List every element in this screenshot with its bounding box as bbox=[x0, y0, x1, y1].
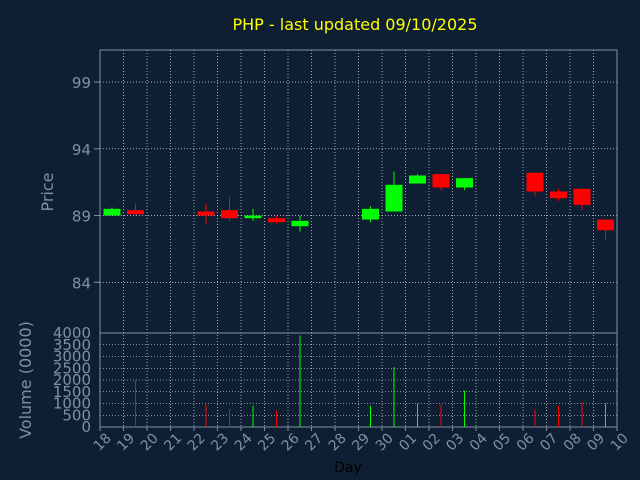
price-tick-label: 94 bbox=[72, 141, 91, 159]
candle-body bbox=[362, 208, 379, 220]
price-tick-label: 89 bbox=[72, 208, 91, 226]
candle-body bbox=[268, 218, 285, 223]
volume-tick-label: 4000 bbox=[53, 324, 91, 342]
volume-tick-label: 500 bbox=[62, 406, 91, 424]
candle-body bbox=[197, 211, 215, 216]
volume-tick-label: 3500 bbox=[53, 336, 91, 354]
candle-body bbox=[221, 210, 238, 219]
volume-tick-label: 3000 bbox=[53, 348, 91, 366]
candle-body bbox=[456, 178, 473, 188]
candle-body bbox=[550, 191, 567, 199]
candle-body bbox=[103, 208, 121, 216]
candle-body bbox=[409, 175, 426, 184]
price-tick-label: 99 bbox=[72, 74, 91, 92]
candle-body bbox=[573, 188, 591, 205]
volume-tick-label: 1000 bbox=[53, 395, 91, 413]
volume-tick-label: 2000 bbox=[53, 371, 91, 389]
candle-body bbox=[526, 172, 544, 192]
chart-title: PHP - last updated 09/10/2025 bbox=[232, 15, 477, 34]
volume-y-axis-label: Volume (0000) bbox=[16, 321, 35, 439]
x-axis-label: Day bbox=[334, 460, 362, 476]
volume-tick-label: 1500 bbox=[53, 383, 91, 401]
candle-body bbox=[127, 210, 144, 215]
candle-body bbox=[432, 174, 450, 188]
candle-body bbox=[244, 215, 262, 219]
volume-tick-label: 2500 bbox=[53, 359, 91, 377]
price-y-axis-label: Price bbox=[38, 172, 57, 211]
candle-body bbox=[385, 184, 403, 212]
price-tick-label: 84 bbox=[72, 274, 91, 292]
candle-body bbox=[597, 219, 614, 231]
volume-tick-label: 0 bbox=[81, 418, 91, 436]
candle-body bbox=[291, 220, 309, 227]
